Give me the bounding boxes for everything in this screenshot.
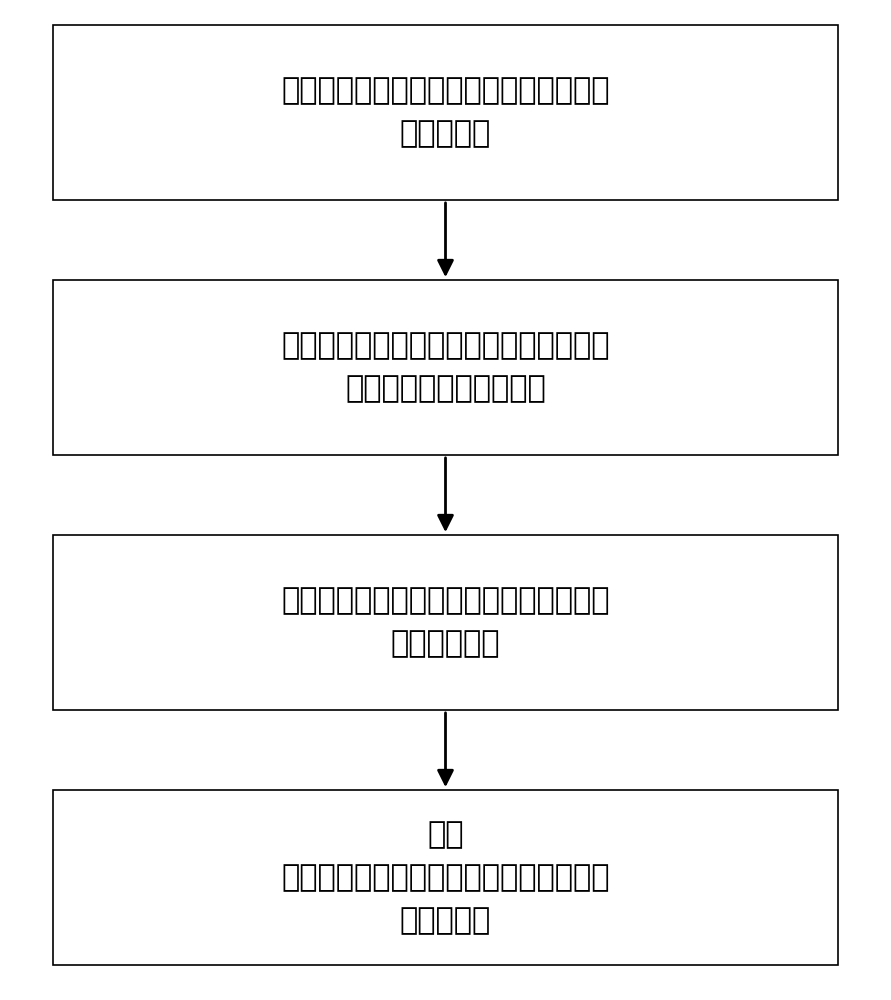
Text: 构建机器人目标引力势能场和障碍物斥力
势能场函数: 构建机器人目标引力势能场和障碍物斥力 势能场函数 [282, 77, 609, 148]
Bar [53, 535, 838, 710]
Bar [53, 280, 838, 455]
Text: 根据环境产生的虚拟合力，计算机器人的
运动控制信号: 根据环境产生的虚拟合力，计算机器人的 运动控制信号 [282, 587, 609, 658]
Text: 根据势能场计算目标和障碍物虚拟力，并
计算环境产生的虚拟合力: 根据势能场计算目标和障碍物虚拟力，并 计算环境产生的虚拟合力 [282, 332, 609, 403]
Bar [53, 25, 838, 200]
Text: 根据
机器人的运动控制信号，计算机身位姿控
制器的输入: 根据 机器人的运动控制信号，计算机身位姿控 制器的输入 [282, 820, 609, 935]
Bar [53, 790, 838, 965]
